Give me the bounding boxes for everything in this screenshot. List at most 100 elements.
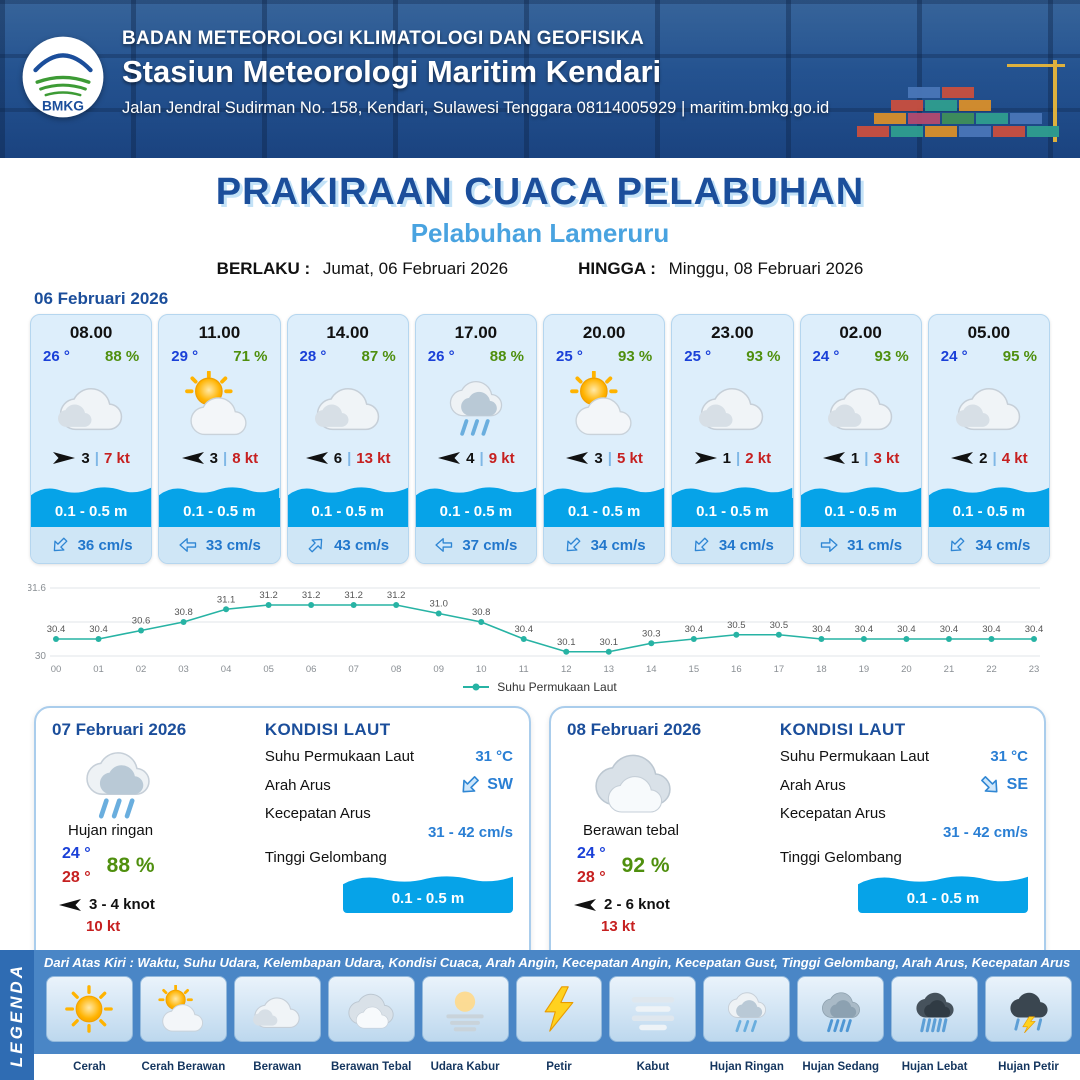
air-temperature: 25 ° [684, 348, 712, 365]
legend-item-iconbox [609, 976, 697, 1042]
humidity: 88 % [105, 348, 140, 365]
svg-text:18: 18 [816, 664, 827, 675]
wave-height: 0.1 - 0.5 m [672, 498, 793, 527]
current-speed: 31 cm/s [847, 536, 903, 554]
legend-item-iconbox [891, 976, 979, 1042]
legend-item-iconbox [46, 976, 133, 1042]
wind-direction-icon [438, 452, 461, 464]
svg-text:09: 09 [433, 664, 444, 675]
svg-text:13: 13 [603, 664, 614, 675]
current-row: 31 cm/s [800, 527, 921, 563]
legend-item-iconbox [233, 976, 321, 1042]
svg-text:31.6: 31.6 [28, 583, 46, 594]
forecast-time: 14.00 [326, 323, 369, 342]
svg-text:30.8: 30.8 [472, 607, 491, 618]
valid-to-value: Minggu, 08 Februari 2026 [668, 259, 864, 278]
wind-speed-max: 4 kt [1001, 449, 1028, 467]
current-direction: SE [1006, 776, 1028, 793]
wave-height-band: 0.1 - 0.5 m [159, 483, 280, 527]
wind-speed-min: 2 [979, 449, 988, 467]
wind-direction-icon [59, 898, 81, 911]
wind-speed-min: 6 [333, 449, 343, 467]
wind-direction-icon [305, 452, 328, 464]
svg-text:31.2: 31.2 [344, 590, 363, 601]
wave-height-band: 0.1 - 0.5 m [415, 483, 536, 527]
svg-text:30.3: 30.3 [642, 628, 661, 639]
svg-text:10: 10 [476, 664, 487, 675]
wind-direction-icon [574, 898, 596, 911]
legend-item-iconbox [421, 976, 509, 1042]
air-temperature: 28 ° [299, 348, 327, 365]
temp-min: 24 ° [577, 845, 606, 862]
current-direction: SW [487, 776, 513, 793]
temp-max: 28 ° [577, 869, 606, 886]
humidity: 92 % [621, 854, 670, 877]
gust-speed: 13 kt [601, 918, 636, 935]
weather-condition: Hujan ringan [68, 822, 154, 839]
svg-text:07: 07 [348, 664, 359, 675]
humidity: 93 % [874, 348, 909, 365]
wave-height-band: 0.1 - 0.5 m [672, 483, 793, 527]
svg-text:30.4: 30.4 [1025, 624, 1044, 635]
current-row: 36 cm/s [31, 527, 152, 563]
wave-label: Tinggi Gelombang [779, 849, 902, 866]
wind-separator: | [992, 449, 997, 467]
wave-height-band: 0.1 - 0.5 m [928, 483, 1049, 527]
hujan-ringan-icon [720, 985, 774, 1033]
svg-text:02: 02 [136, 664, 147, 675]
wind-row: 3 | 5 kt [544, 443, 664, 473]
wind-row: 1 | 3 kt [801, 443, 921, 473]
forecast-time: 23.00 [711, 323, 754, 342]
daily-panels: 07 Februari 2026 Hujan ringan 24 ° 28 ° … [34, 706, 1046, 966]
air-temperature: 26 ° [43, 348, 70, 365]
wind-row: 4 | 9 kt [416, 443, 536, 473]
weather-icon-box [929, 365, 1049, 443]
wind-separator: | [347, 449, 352, 467]
svg-text:16: 16 [731, 664, 742, 675]
svg-text:30.4: 30.4 [982, 624, 1001, 635]
wind-speed-max: 8 kt [232, 449, 259, 467]
berawan-icon [308, 371, 388, 437]
forecast-card: 14.00 28 ° 87 % 6 | 13 kt 0.1 - 0.5 m 43… [286, 314, 409, 564]
current-speed: 36 cm/s [77, 536, 133, 554]
humidity: 71 % [233, 348, 268, 365]
forecast-card: 08.00 26 ° 88 % 3 | 7 kt 0.1 - 0.5 m 36 … [30, 314, 153, 564]
validity-row: BERLAKU : Jumat, 06 Februari 2026 HINGGA… [0, 259, 1080, 279]
daily-panel-day2: 07 Februari 2026 Hujan ringan 24 ° 28 ° … [34, 706, 531, 966]
berawan-icon [692, 371, 772, 437]
weather-icon-box [801, 365, 921, 443]
title-block: PRAKIRAAN CUACA PELABUHAN Pelabuhan Lame… [0, 158, 1080, 279]
wind-direction-icon [53, 452, 76, 464]
wind-speed-min: 1 [722, 449, 732, 467]
wind-range: 2 - 6 knot [604, 896, 670, 913]
wind-row: 6 | 13 kt [288, 443, 408, 473]
current-row: 43 cm/s [287, 527, 408, 563]
svg-text:20: 20 [901, 664, 912, 675]
legend-item-label: Berawan Tebal [331, 1061, 412, 1073]
wind-direction-icon [566, 452, 589, 464]
chart-legend: Suhu Permukaan Laut [28, 680, 1052, 694]
cerah-berawan-icon [179, 371, 259, 437]
wind-separator: | [864, 449, 869, 467]
valid-to-label: HINGGA : [578, 259, 656, 278]
svg-text:30.4: 30.4 [855, 624, 874, 635]
svg-text:01: 01 [93, 664, 104, 675]
petir-icon [532, 985, 586, 1033]
current-dir-label: Arah Arus [779, 776, 846, 794]
current-row: 34 cm/s [928, 527, 1049, 563]
svg-text:31.1: 31.1 [217, 594, 236, 605]
legend-item-label: Cerah Berawan [141, 1061, 226, 1073]
legend-item-label: Udara Kabur [430, 1061, 500, 1073]
chart-legend-label: Suhu Permukaan Laut [497, 680, 617, 694]
wind-range: 3 - 4 knot [89, 896, 155, 913]
svg-text:00: 00 [51, 664, 62, 675]
svg-text:30.6: 30.6 [132, 616, 151, 627]
wind-separator: | [94, 449, 99, 467]
wind-row: 3 - 4 knot [58, 896, 255, 913]
day1-section: 06 Februari 2026 08.00 26 ° 88 % 3 | 7 k… [0, 289, 1080, 564]
kabut-icon [626, 985, 680, 1033]
forecast-card: 05.00 24 ° 95 % 2 | 4 kt 0.1 - 0.5 m 34 … [927, 314, 1050, 564]
wind-speed-max: 2 kt [745, 449, 772, 467]
legend-item-iconbox [515, 976, 603, 1042]
station-name: Stasiun Meteorologi Maritim Kendari [122, 54, 662, 89]
